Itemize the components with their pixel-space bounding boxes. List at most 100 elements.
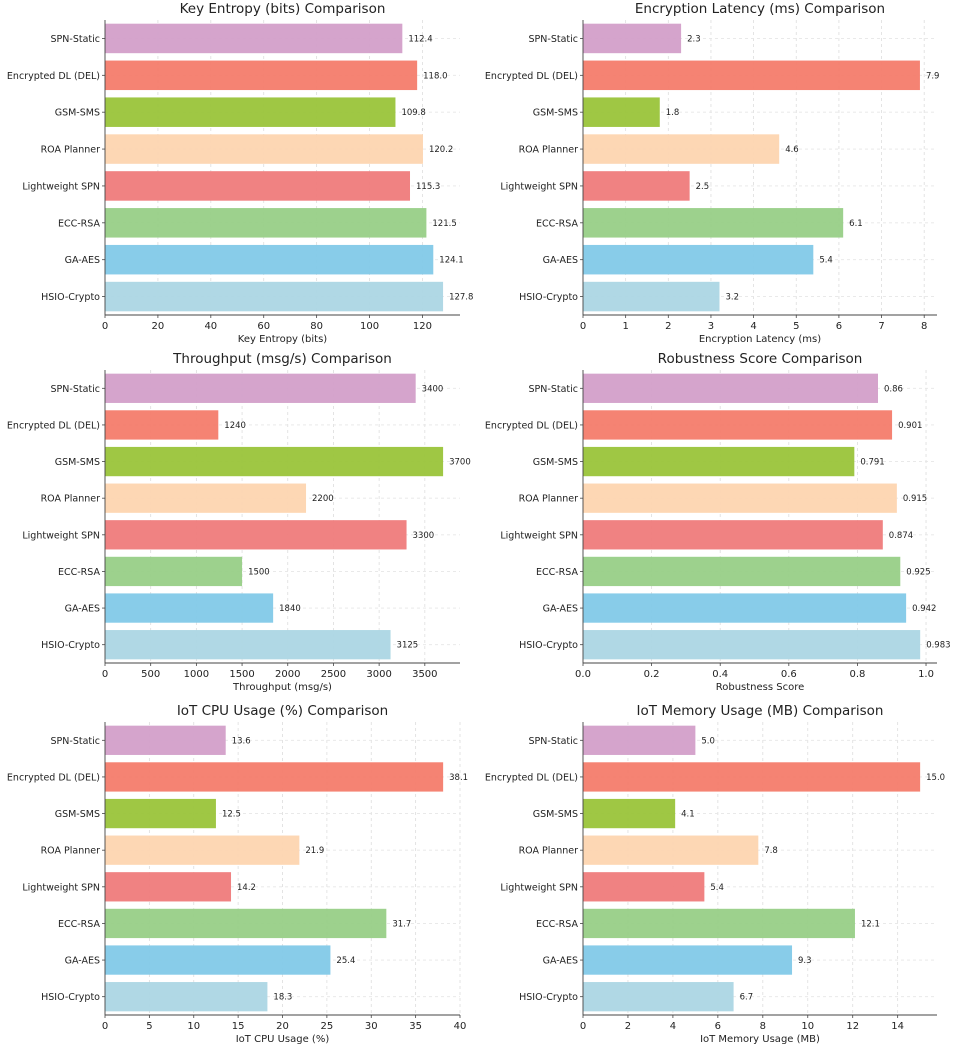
- data-label: 3300: [413, 531, 435, 541]
- x-tick-label: 2500: [321, 669, 346, 680]
- bar: [105, 208, 427, 238]
- category-label: SPN-Static: [51, 34, 100, 45]
- x-tick-label: 30: [365, 1021, 378, 1032]
- x-tick-label: 0.8: [849, 669, 865, 680]
- x-tick-label: 12: [846, 1021, 859, 1032]
- data-label: 112.4: [408, 34, 432, 44]
- x-tick-label: 1.0: [918, 669, 934, 680]
- x-tick-label: 0.2: [644, 669, 660, 680]
- x-tick-label: 0: [102, 669, 108, 680]
- data-label: 1240: [224, 421, 246, 431]
- category-label: GA-AES: [543, 255, 578, 266]
- chart-title: Encryption Latency (ms) Comparison: [635, 1, 885, 17]
- bar: [105, 244, 434, 275]
- x-tick-label: 2000: [275, 669, 300, 680]
- bar: [105, 593, 274, 623]
- category-label: GSM-SMS: [533, 457, 578, 468]
- data-label: 5.4: [819, 256, 833, 266]
- category-label: Lightweight SPN: [22, 882, 100, 893]
- x-axis-label: IoT CPU Usage (%): [236, 1034, 330, 1045]
- bar: [105, 171, 411, 201]
- category-label: ROA Planner: [41, 494, 101, 505]
- bar: [105, 23, 403, 54]
- x-tick-label: 20: [152, 321, 165, 332]
- category-label: Lightweight SPN: [500, 882, 578, 893]
- category-label: HSIO-Crypto: [41, 292, 100, 303]
- data-label: 12.5: [222, 810, 241, 820]
- x-axis-label: IoT Memory Usage (MB): [700, 1034, 820, 1045]
- bar: [583, 908, 855, 939]
- data-label: 109.8: [401, 108, 425, 118]
- data-label: 121.5: [432, 219, 456, 229]
- category-label: GA-AES: [543, 956, 578, 967]
- bar: [105, 872, 232, 902]
- subplot-6: 5.0 SPN-Static 15.0 Encrypted DL (DEL) 4.1 GS…: [485, 703, 945, 1045]
- chart-title: Key Entropy (bits) Comparison: [180, 1, 386, 17]
- bar: [583, 593, 907, 623]
- data-label: 7.8: [764, 846, 778, 856]
- category-label: GSM-SMS: [533, 809, 578, 820]
- x-tick-label: 1: [622, 321, 628, 332]
- bar: [583, 281, 720, 312]
- data-label: 2200: [312, 494, 334, 504]
- category-label: HSIO-Crypto: [41, 992, 100, 1003]
- bar: [105, 281, 444, 312]
- subplot-5: 13.6 SPN-Static 38.1 Encrypted DL (DEL) 12.5…: [7, 703, 468, 1045]
- x-tick-label: 6: [836, 321, 842, 332]
- bar: [583, 60, 920, 91]
- category-label: ROA Planner: [41, 145, 101, 156]
- category-label: ECC-RSA: [58, 218, 101, 229]
- bar: [583, 483, 897, 513]
- category-label: GSM-SMS: [55, 108, 100, 119]
- data-label: 5.0: [701, 736, 715, 746]
- data-label: 12.1: [861, 919, 880, 929]
- category-label: ROA Planner: [519, 846, 579, 857]
- category-label: SPN-Static: [51, 384, 100, 395]
- bar: [583, 872, 705, 902]
- data-label: 9.3: [798, 956, 812, 966]
- chart-title: Throughput (msg/s) Comparison: [172, 351, 392, 367]
- category-label: HSIO-Crypto: [519, 992, 578, 1003]
- data-label: 0.983: [926, 641, 950, 651]
- bar: [583, 134, 780, 164]
- data-label: 4.6: [785, 145, 799, 155]
- bar: [583, 556, 901, 587]
- bar: [105, 630, 391, 660]
- category-label: Lightweight SPN: [22, 530, 100, 541]
- data-label: 15.0: [926, 773, 945, 783]
- data-label: 0.86: [884, 384, 903, 394]
- subplot-2: 2.3 SPN-Static 7.9 Encrypted DL (DEL) 1.8 GSM…: [485, 1, 940, 345]
- bar: [583, 982, 734, 1012]
- x-axis-label: Throughput (msg/s): [232, 682, 332, 693]
- x-tick-label: 2: [625, 1021, 631, 1032]
- data-label: 3400: [422, 384, 444, 394]
- data-label: 2.3: [687, 34, 701, 44]
- data-label: 6.7: [740, 993, 754, 1003]
- data-label: 38.1: [449, 773, 468, 783]
- bar: [583, 208, 844, 238]
- bar: [583, 373, 878, 403]
- bar: [105, 725, 226, 755]
- chart-title: IoT Memory Usage (MB) Comparison: [637, 703, 884, 719]
- data-label: 1840: [279, 604, 301, 614]
- data-label: 3125: [397, 641, 419, 651]
- x-tick-label: 3500: [412, 669, 437, 680]
- x-tick-label: 6: [715, 1021, 721, 1032]
- data-label: 124.1: [439, 256, 463, 266]
- data-label: 0.901: [898, 421, 922, 431]
- category-label: Lightweight SPN: [22, 181, 100, 192]
- x-tick-label: 0.0: [575, 669, 591, 680]
- data-label: 115.3: [416, 182, 440, 192]
- bar: [105, 373, 416, 403]
- bar: [105, 762, 444, 792]
- category-label: Encrypted DL (DEL): [485, 420, 578, 431]
- chart-title: Robustness Score Comparison: [658, 351, 863, 367]
- x-tick-label: 7: [878, 321, 884, 332]
- x-axis-label: Encryption Latency (ms): [699, 334, 821, 345]
- category-label: ECC-RSA: [58, 567, 101, 578]
- x-tick-label: 8: [921, 321, 927, 332]
- bar: [105, 798, 216, 829]
- data-label: 1.8: [666, 108, 680, 118]
- category-label: Encrypted DL (DEL): [485, 71, 578, 82]
